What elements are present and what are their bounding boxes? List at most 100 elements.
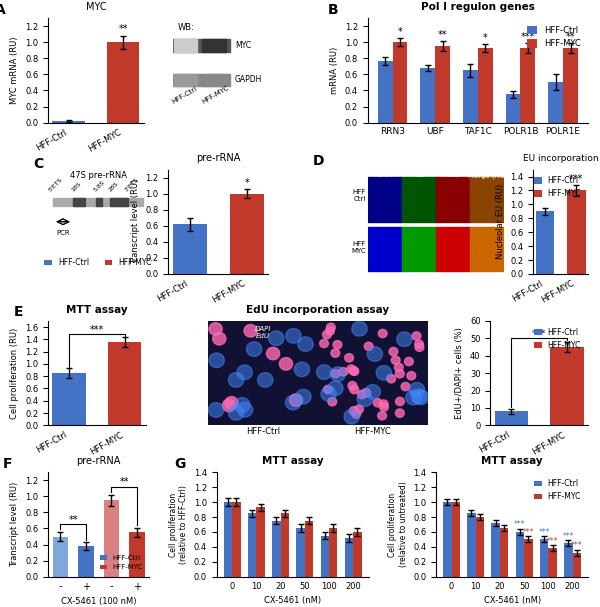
X-axis label: CX-5461 (100 nM): CX-5461 (100 nM) bbox=[61, 597, 136, 606]
Circle shape bbox=[316, 365, 332, 379]
Text: ***: *** bbox=[532, 330, 546, 339]
Bar bbox=[345, 538, 353, 577]
Title: MTT assay: MTT assay bbox=[66, 305, 128, 314]
Text: 28S: 28S bbox=[107, 181, 119, 192]
Bar bbox=[377, 61, 392, 123]
Bar bbox=[320, 535, 329, 577]
Circle shape bbox=[326, 323, 335, 331]
Text: A: A bbox=[0, 2, 6, 16]
Circle shape bbox=[344, 409, 359, 424]
Y-axis label: EdU+/DAPI+ cells (%): EdU+/DAPI+ cells (%) bbox=[455, 327, 464, 419]
Bar bbox=[572, 553, 581, 577]
Circle shape bbox=[244, 325, 257, 337]
Circle shape bbox=[257, 373, 273, 387]
Circle shape bbox=[406, 390, 421, 405]
Circle shape bbox=[352, 410, 361, 418]
Text: HFF
MYC: HFF MYC bbox=[351, 242, 366, 254]
Bar bbox=[232, 502, 241, 577]
Y-axis label: Nucleolar EU (RU): Nucleolar EU (RU) bbox=[496, 184, 505, 259]
Circle shape bbox=[397, 332, 412, 347]
Circle shape bbox=[330, 367, 346, 381]
Bar bbox=[495, 412, 528, 426]
Text: WB:: WB: bbox=[178, 24, 194, 32]
Text: 47S pre-rRNA: 47S pre-rRNA bbox=[70, 171, 127, 180]
Text: **: ** bbox=[119, 477, 129, 487]
Text: DAPI
EdU: DAPI EdU bbox=[255, 326, 271, 339]
Text: C: C bbox=[33, 157, 43, 171]
Circle shape bbox=[387, 375, 395, 383]
Bar bbox=[104, 500, 119, 577]
Text: GAPDH: GAPDH bbox=[235, 75, 262, 84]
Circle shape bbox=[350, 385, 359, 394]
Text: 5.8S: 5.8S bbox=[92, 179, 106, 192]
Circle shape bbox=[415, 343, 424, 351]
Circle shape bbox=[345, 354, 353, 362]
Bar bbox=[536, 211, 554, 274]
Text: 3'ETS: 3'ETS bbox=[123, 177, 139, 192]
Circle shape bbox=[407, 371, 416, 380]
Circle shape bbox=[395, 409, 404, 417]
Circle shape bbox=[323, 330, 331, 339]
Text: G: G bbox=[174, 456, 185, 470]
Circle shape bbox=[395, 370, 404, 378]
Bar bbox=[392, 42, 407, 123]
Text: ***: *** bbox=[563, 532, 574, 541]
Bar bbox=[436, 227, 470, 271]
Circle shape bbox=[333, 341, 342, 349]
Circle shape bbox=[358, 390, 367, 399]
X-axis label: CX-5461 (nM): CX-5461 (nM) bbox=[484, 596, 541, 605]
Circle shape bbox=[395, 397, 404, 405]
Text: HFF-Ctrl: HFF-Ctrl bbox=[246, 427, 280, 436]
Circle shape bbox=[394, 363, 403, 371]
Circle shape bbox=[286, 328, 301, 343]
Circle shape bbox=[413, 390, 429, 405]
Circle shape bbox=[289, 394, 302, 407]
Text: D: D bbox=[313, 154, 325, 168]
Circle shape bbox=[321, 387, 336, 401]
Bar bbox=[173, 73, 230, 86]
Circle shape bbox=[298, 337, 313, 351]
Bar bbox=[520, 48, 535, 123]
Y-axis label: Cell proliferation
(relative to untreated): Cell proliferation (relative to untreate… bbox=[388, 481, 407, 568]
Circle shape bbox=[323, 385, 332, 394]
Bar bbox=[478, 48, 493, 123]
Bar bbox=[491, 523, 500, 577]
Text: *: * bbox=[483, 33, 488, 42]
Circle shape bbox=[212, 333, 226, 345]
Bar bbox=[353, 532, 362, 577]
Bar bbox=[108, 342, 141, 426]
Circle shape bbox=[320, 339, 328, 348]
Bar bbox=[107, 42, 139, 123]
Bar bbox=[173, 73, 197, 86]
Circle shape bbox=[266, 347, 280, 360]
Circle shape bbox=[362, 388, 371, 397]
Circle shape bbox=[409, 382, 425, 397]
Bar bbox=[256, 507, 265, 577]
Circle shape bbox=[247, 342, 262, 356]
Bar bbox=[248, 514, 256, 577]
Bar bbox=[402, 227, 436, 271]
Text: *: * bbox=[244, 178, 249, 188]
Bar bbox=[500, 528, 508, 577]
Bar bbox=[548, 548, 557, 577]
Circle shape bbox=[280, 358, 293, 370]
Circle shape bbox=[331, 349, 340, 358]
Circle shape bbox=[269, 331, 284, 345]
Legend: HFF-Ctrl, HFF-MYC: HFF-Ctrl, HFF-MYC bbox=[531, 325, 584, 353]
Legend: HFF-Ctrl, HFF-MYC: HFF-Ctrl, HFF-MYC bbox=[531, 476, 584, 504]
Bar bbox=[173, 39, 230, 52]
Circle shape bbox=[412, 332, 421, 340]
Circle shape bbox=[348, 381, 357, 390]
Text: **: ** bbox=[566, 32, 575, 42]
Circle shape bbox=[373, 399, 382, 407]
Circle shape bbox=[296, 389, 311, 404]
Bar bbox=[436, 177, 470, 222]
Bar bbox=[506, 95, 520, 123]
Title: EdU incorporation assay: EdU incorporation assay bbox=[247, 305, 389, 314]
Text: ***: *** bbox=[523, 528, 534, 537]
Legend: HFF-Ctrl, HFF-MYC: HFF-Ctrl, HFF-MYC bbox=[524, 22, 584, 52]
Circle shape bbox=[209, 323, 222, 335]
Bar bbox=[173, 39, 197, 52]
Circle shape bbox=[404, 358, 413, 365]
Text: HFF-MYC: HFF-MYC bbox=[201, 84, 230, 105]
